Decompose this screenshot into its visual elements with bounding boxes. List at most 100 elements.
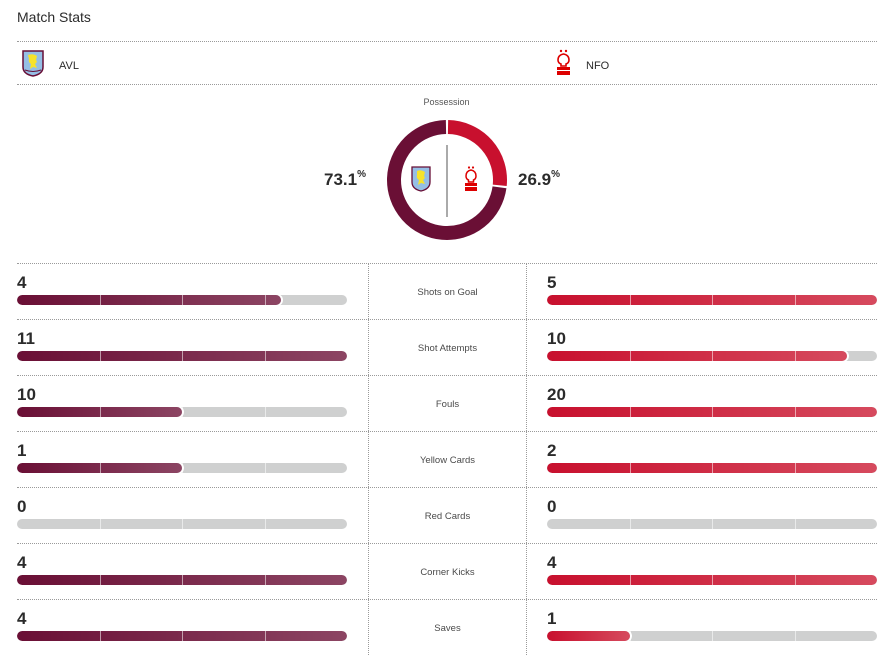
divider: [17, 599, 877, 600]
stat-row: 10 Fouls 20: [0, 375, 885, 431]
bar-segment-divider: [182, 575, 183, 585]
bar-segment-divider: [794, 631, 796, 641]
stat-label: Saves: [434, 623, 461, 634]
column-divider: [526, 431, 527, 487]
home-possession-number: 73.1: [324, 170, 358, 189]
column-divider: [526, 319, 527, 375]
home-stat-bar: [17, 575, 347, 585]
home-stat-bar: [17, 351, 347, 361]
bar-segment-divider: [629, 631, 631, 641]
home-stat-value: 11: [17, 329, 35, 348]
stat-label: Shots on Goal: [417, 287, 478, 298]
home-possession-value: 73.1%: [324, 169, 366, 190]
column-divider: [368, 319, 369, 375]
column-divider: [368, 263, 369, 319]
bar-segment-divider: [629, 295, 631, 305]
bar-segment-divider: [794, 519, 796, 529]
away-stat-value: 20: [547, 385, 566, 404]
bar-segment-divider: [794, 575, 796, 585]
away-stat-value: 4: [547, 553, 557, 572]
bar-segment-divider: [182, 407, 183, 417]
bar-segment-divider: [99, 631, 101, 641]
bar-segment-divider: [629, 351, 631, 361]
percent-sign: %: [551, 169, 560, 180]
bar-segment-divider: [182, 463, 183, 473]
column-divider: [368, 375, 369, 431]
section-title: Match Stats: [17, 9, 91, 25]
stat-label: Yellow Cards: [419, 455, 476, 466]
nottingham-forest-crest-icon: [465, 166, 477, 191]
column-divider: [526, 263, 527, 319]
away-stat-value: 0: [547, 497, 557, 516]
away-stat-bar: [547, 519, 877, 529]
away-stat-value: 2: [547, 441, 557, 460]
away-stat-value: 10: [547, 329, 566, 348]
bar-segment-divider: [629, 463, 631, 473]
stat-label: Red Cards: [424, 511, 471, 522]
percent-sign: %: [357, 169, 366, 180]
bar-segment-divider: [712, 295, 713, 305]
bar-segment-divider: [629, 407, 631, 417]
bar-segment-divider: [182, 519, 183, 529]
home-stat-value: 0: [17, 497, 27, 516]
divider: [17, 543, 877, 544]
column-divider: [368, 431, 369, 487]
stat-row: 4 Corner Kicks 4: [0, 543, 885, 599]
away-possession-value: 26.9%: [518, 169, 560, 190]
column-divider: [368, 487, 369, 543]
home-stat-bar: [17, 463, 347, 473]
divider: [17, 84, 877, 85]
away-possession-number: 26.9: [518, 170, 552, 189]
bar-segment-divider: [712, 631, 713, 641]
away-team-abbr: NFO: [586, 59, 610, 72]
stat-row: 4 Saves 1: [0, 599, 885, 655]
bar-segment-divider: [794, 351, 796, 361]
bar-segment-divider: [99, 519, 101, 529]
home-stat-value: 4: [17, 609, 27, 628]
divider: [17, 319, 877, 320]
bar-segment-divider: [629, 575, 631, 585]
bar-segment-divider: [99, 295, 101, 305]
away-stat-bar: [547, 295, 877, 305]
column-divider: [368, 543, 369, 599]
home-stat-bar: [17, 631, 347, 641]
stat-row: 0 Red Cards 0: [0, 487, 885, 543]
away-stat-bar: [547, 407, 877, 417]
bar-segment-divider: [712, 351, 713, 361]
home-team-header[interactable]: AVL: [22, 49, 79, 82]
home-stat-bar-fill: [17, 295, 281, 305]
bar-segment-divider: [182, 631, 183, 641]
home-stat-value: 4: [17, 273, 27, 292]
stat-row: 4 Shots on Goal 5: [0, 263, 885, 319]
column-divider: [526, 543, 527, 599]
away-stat-bar: [547, 631, 877, 641]
bar-segment-divider: [99, 351, 101, 361]
away-team-header[interactable]: NFO: [556, 49, 609, 82]
bar-segment-divider: [264, 575, 266, 585]
home-stat-value: 1: [17, 441, 27, 460]
divider: [17, 431, 877, 432]
bar-segment-divider: [712, 407, 713, 417]
away-possession-arc: [447, 120, 507, 186]
bar-segment-divider: [264, 519, 266, 529]
bar-segment-divider: [629, 519, 631, 529]
stat-label: Corner Kicks: [420, 567, 475, 578]
stat-label: Shot Attempts: [417, 343, 478, 354]
column-divider: [368, 599, 369, 655]
bar-segment-divider: [182, 295, 183, 305]
aston-villa-crest-icon: [22, 49, 44, 82]
possession-label: Possession: [423, 97, 470, 107]
bar-segment-divider: [264, 463, 266, 473]
divider: [17, 487, 877, 488]
divider: [17, 375, 877, 376]
home-stat-value: 4: [17, 553, 27, 572]
home-stat-value: 10: [17, 385, 36, 404]
away-stat-bar: [547, 351, 877, 361]
home-stat-bar: [17, 407, 347, 417]
bar-segment-divider: [794, 463, 796, 473]
bar-segment-divider: [712, 519, 713, 529]
bar-segment-divider: [712, 575, 713, 585]
bar-segment-divider: [264, 407, 266, 417]
bar-segment-divider: [182, 351, 183, 361]
bar-segment-divider: [712, 463, 713, 473]
